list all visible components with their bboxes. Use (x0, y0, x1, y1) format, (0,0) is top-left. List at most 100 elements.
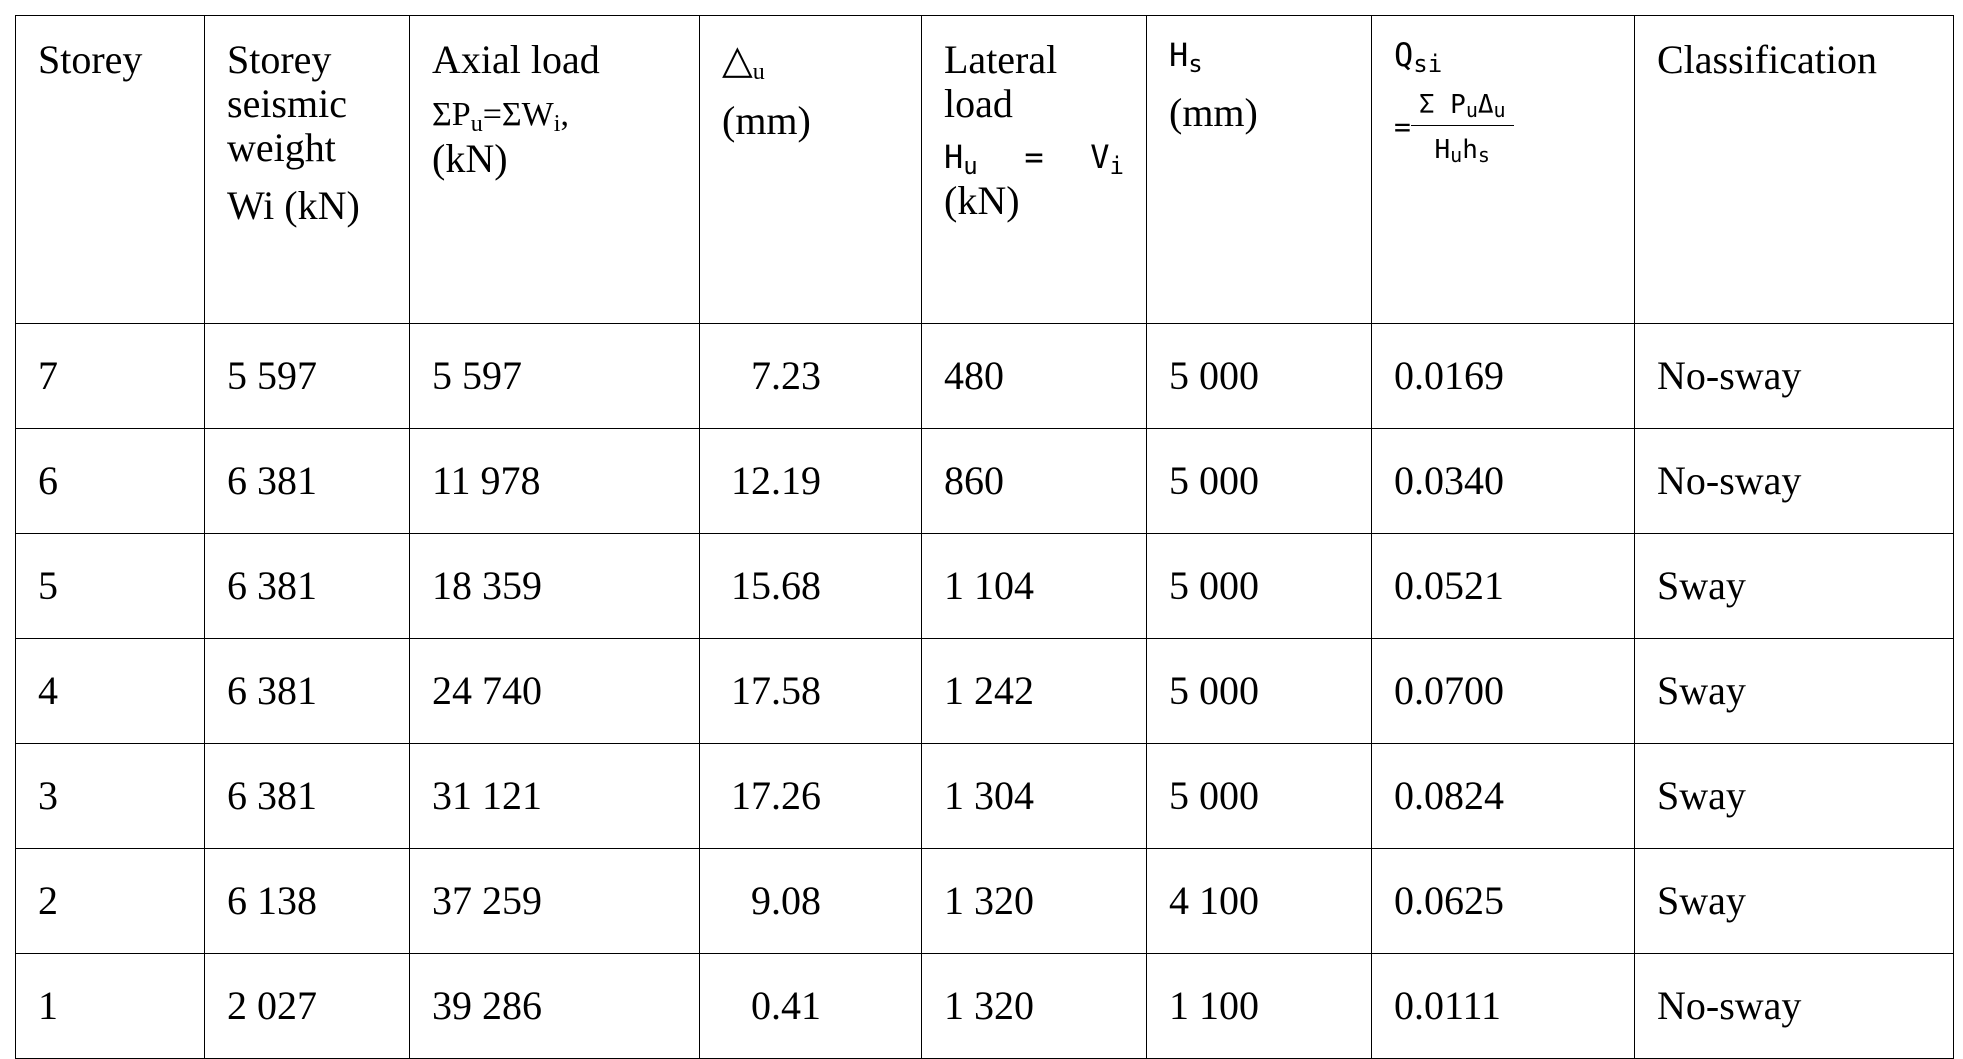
header-row: Storey Storey seismic weight Wi (kN) Axi… (15, 15, 1954, 324)
table-cell: Sway (1634, 743, 1954, 849)
header-formula: ΣPu=ΣWi, (432, 96, 677, 137)
table-cell: Sway (1634, 638, 1954, 744)
table-cell: 860 (921, 428, 1147, 534)
denominator: Huhs (1411, 126, 1514, 166)
fraction: Σ PuΔu Huhs (1410, 90, 1514, 166)
table-cell: 6 138 (204, 848, 410, 954)
table-cell: Sway (1634, 533, 1954, 639)
header-formula: △u (722, 38, 899, 86)
subscript: s (1477, 143, 1490, 168)
table-cell: 6 381 (204, 428, 410, 534)
table-cell: 6 (15, 428, 205, 534)
header-text: load (944, 81, 1013, 126)
header-text: =ΣW (482, 96, 554, 133)
header-cell: Lateral load Hu = Vi (kN) (921, 15, 1147, 324)
table-wrap: Storey Storey seismic weight Wi (kN) Axi… (15, 15, 1954, 1059)
header-text: V (1090, 138, 1110, 176)
header-text: Σ P (1418, 90, 1466, 121)
header-formula: Qsi (1394, 36, 1612, 77)
table-cell: 1 100 (1146, 953, 1372, 1059)
table-cell: 11 978 (409, 428, 700, 534)
header-cell: Hs (mm) (1146, 15, 1372, 324)
table-cell: 1 104 (921, 533, 1147, 639)
table-cell: 5 000 (1146, 743, 1372, 849)
table-cell: 0.0169 (1371, 323, 1635, 429)
table-cell: 0.41 (699, 953, 922, 1059)
table-cell: 3 (15, 743, 205, 849)
header-text: Axial load (432, 37, 600, 82)
subscript: i (553, 111, 561, 137)
table-cell: 0.0111 (1371, 953, 1635, 1059)
table-cell: 7 (15, 323, 205, 429)
table-cell: 0.0625 (1371, 848, 1635, 954)
header-text: h (1462, 135, 1478, 166)
header-formula: Hu = Vi (944, 138, 1124, 180)
table-cell: 1 320 (921, 953, 1147, 1059)
table-cell: 24 740 (409, 638, 700, 744)
table-cell: 0.0824 (1371, 743, 1635, 849)
table-cell: No-sway (1634, 953, 1954, 1059)
header-text: Classification (1657, 37, 1877, 82)
header-cell: Classification (1634, 15, 1954, 324)
table-cell: Sway (1634, 848, 1954, 954)
subscript: u (752, 59, 765, 85)
header-text: seismic (227, 81, 347, 126)
table-cell: 31 121 (409, 743, 700, 849)
table-cell: 5 000 (1146, 533, 1372, 639)
table-cell: 39 286 (409, 953, 700, 1059)
table-cell: 0.0340 (1371, 428, 1635, 534)
header-text: weight (227, 125, 336, 170)
table-cell: 1 304 (921, 743, 1147, 849)
header-text: Δ (1477, 90, 1494, 121)
table-cell: 1 320 (921, 848, 1147, 954)
table-cell: 5 (15, 533, 205, 639)
table-cell: 480 (921, 323, 1147, 429)
header-text: (mm) (722, 98, 811, 144)
table-cell: 12.19 (699, 428, 922, 534)
table-cell: 5 000 (1146, 323, 1372, 429)
header-text: (kN) (432, 136, 508, 182)
table-cell: 5 000 (1146, 638, 1372, 744)
table-cell: 9.08 (699, 848, 922, 954)
header-text: Storey (227, 37, 332, 82)
header-text: Q (1394, 36, 1414, 74)
table-cell: 0.0700 (1371, 638, 1635, 744)
header-text: (mm) (1169, 90, 1258, 136)
header-text: Lateral (944, 37, 1058, 82)
header-text: = (1024, 138, 1044, 176)
table-cell: No-sway (1634, 428, 1954, 534)
header-text: = (1394, 110, 1411, 144)
table-cell: 18 359 (409, 533, 700, 639)
table-cell: 15.68 (699, 533, 922, 639)
header-text: H (944, 138, 964, 176)
table-cell: 2 027 (204, 953, 410, 1059)
header-cell: Axial load ΣPu=ΣWi, (kN) (409, 15, 700, 324)
table-cell: 17.26 (699, 743, 922, 849)
table-cell: 5 597 (409, 323, 700, 429)
header-text: H (1169, 36, 1189, 74)
table-cell: 17.58 (699, 638, 922, 744)
subscript: u (1465, 98, 1478, 123)
table-cell: 4 (15, 638, 205, 744)
header-cell: Qsi = Σ PuΔu Huhs (1371, 15, 1635, 324)
table-cell: 1 (15, 953, 205, 1059)
table-cell: 6 381 (204, 638, 410, 744)
header-text: Storey (38, 37, 143, 82)
subscript: u (963, 152, 978, 180)
header-text: Wi (kN) (227, 183, 360, 228)
subscript: u (1493, 98, 1506, 123)
table-cell: 37 259 (409, 848, 700, 954)
subscript: s (1188, 50, 1203, 78)
header-formula: = Σ PuΔu Huhs (1394, 91, 1612, 166)
header-formula: Hs (1169, 36, 1349, 78)
numerator: Σ PuΔu (1410, 90, 1514, 127)
table: Storey Storey seismic weight Wi (kN) Axi… (15, 15, 1954, 1059)
table-cell: 4 100 (1146, 848, 1372, 954)
